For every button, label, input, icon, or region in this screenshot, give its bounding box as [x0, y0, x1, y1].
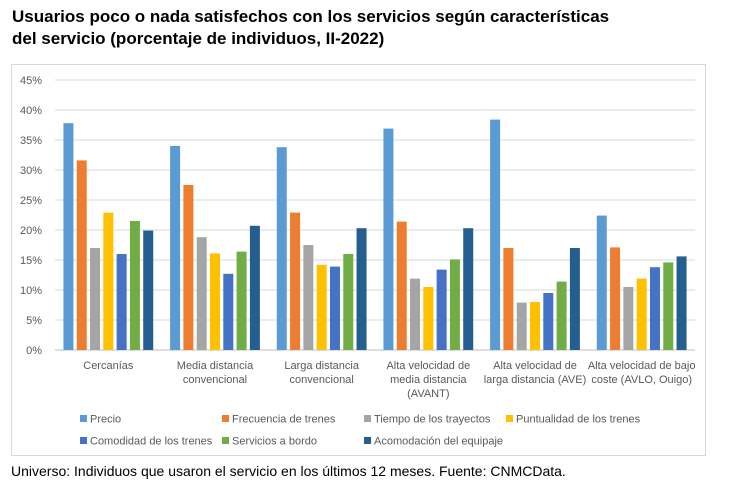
x-tick-label: convencional — [183, 374, 247, 386]
bar — [410, 278, 421, 350]
bar — [516, 302, 527, 350]
y-tick-label: 40% — [20, 105, 42, 117]
x-tick-label: Alta velocidad de — [386, 360, 470, 372]
bar — [649, 267, 660, 350]
legend-label: Frecuencia de trenes — [232, 414, 336, 426]
y-tick-label: 10% — [20, 285, 42, 297]
bar — [463, 228, 474, 350]
chart-title-line-2: del servicio (porcentaje de individuos, … — [12, 29, 385, 48]
bar — [569, 248, 580, 350]
chart-title-line-1: Usuarios poco o nada satisfechos con los… — [12, 7, 610, 26]
y-tick-label: 5% — [26, 315, 42, 327]
bar — [223, 273, 234, 350]
y-tick-label: 25% — [20, 195, 42, 207]
bar — [276, 147, 287, 350]
legend-label: Precio — [90, 414, 121, 426]
bar — [249, 225, 260, 350]
bar — [596, 215, 607, 350]
bar — [63, 123, 74, 350]
legend-label: Tiempo de los trayectos — [374, 414, 491, 426]
legend-swatch — [222, 437, 229, 444]
y-tick-label: 0% — [26, 345, 42, 357]
bar — [236, 251, 247, 350]
bar — [343, 254, 354, 350]
x-tick-label: media distancia — [390, 374, 467, 386]
bar — [676, 256, 687, 350]
legend-swatch — [364, 415, 371, 422]
x-tick-label: coste (AVLO, Ouigo) — [591, 374, 692, 386]
y-tick-label: 20% — [20, 225, 42, 237]
x-tick-label: Cercanías — [83, 360, 134, 372]
bar — [116, 254, 127, 350]
bar — [183, 185, 194, 350]
bar — [543, 293, 554, 350]
x-tick-label: Larga distancia — [284, 360, 359, 372]
legend-label: Puntualidad de los trenes — [516, 414, 641, 426]
bar — [290, 212, 301, 350]
legend-swatch — [506, 415, 513, 422]
bar — [423, 287, 434, 350]
y-tick-label: 15% — [20, 255, 42, 267]
bar — [76, 160, 87, 350]
bar — [383, 128, 394, 350]
bar — [449, 259, 460, 350]
bar — [610, 247, 621, 350]
legend-swatch — [80, 415, 87, 422]
bar — [636, 278, 647, 350]
bar — [530, 302, 540, 350]
x-tick-label: (AVANT) — [407, 388, 449, 400]
bar — [623, 287, 634, 350]
legend-swatch — [80, 437, 87, 444]
x-tick-label: larga distancia (AVE) — [484, 374, 587, 386]
bar — [143, 230, 154, 350]
bar — [196, 237, 207, 350]
bar — [329, 266, 340, 350]
bar — [503, 248, 514, 350]
bar — [436, 269, 447, 350]
bar — [90, 248, 101, 350]
legend-swatch — [364, 437, 371, 444]
bar — [170, 146, 181, 350]
footer-note: Universo: Individuos que usaron el servi… — [11, 463, 566, 479]
x-tick-label: Alta velocidad de bajo — [588, 360, 696, 372]
legend-swatch — [222, 415, 229, 422]
legend-label: Acomodación del equipaje — [374, 436, 503, 448]
chart-title: Usuarios poco o nada satisfechos con los… — [12, 6, 712, 50]
chart-area — [11, 64, 706, 456]
bar — [129, 221, 140, 350]
bar — [556, 281, 567, 350]
bar — [490, 119, 501, 350]
x-tick-label: Media distancia — [177, 360, 254, 372]
x-tick-label: Alta velocidad de — [493, 360, 577, 372]
y-tick-label: 35% — [20, 135, 42, 147]
legend-label: Comodidad de los trenes — [90, 436, 213, 448]
bar — [356, 228, 367, 350]
bar — [210, 253, 220, 350]
bar — [103, 212, 114, 350]
y-tick-label: 45% — [20, 75, 42, 87]
legend-label: Servicios a bordo — [232, 436, 317, 448]
bar — [303, 245, 314, 350]
x-tick-label: convencional — [290, 374, 354, 386]
bar — [316, 264, 327, 350]
bar — [663, 262, 674, 350]
bar — [396, 221, 407, 350]
y-tick-label: 30% — [20, 165, 42, 177]
